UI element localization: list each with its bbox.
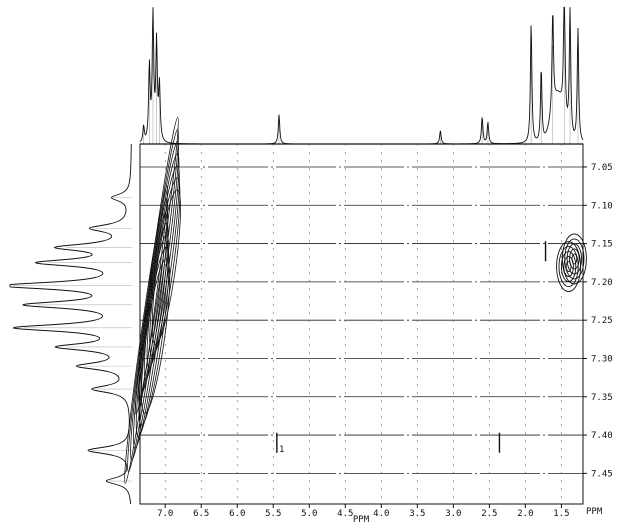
y-axis-ticks: 7.05 7.10 7.15 7.20 7.25 7.30 7.35 7.40 7.45 [583,163,613,479]
y-tick-label: 7.20 [591,278,613,288]
contour-ring [569,248,580,270]
contour-ring [561,233,587,285]
contour-ring [566,243,583,275]
x-tick-label: 5.0 [301,509,317,519]
y-tick-label: 7.25 [591,316,613,326]
y-tick-label: 7.10 [591,201,613,211]
x-tick-label: 3.5 [409,509,425,519]
contour-ring [563,256,574,278]
y-tick-label: 7.15 [591,240,613,250]
x-tick-label: 2.0 [517,509,533,519]
x-tick-label: 2.5 [481,509,497,519]
x-tick-label: 5.5 [265,509,281,519]
annotation-label: 1 [279,445,284,455]
plot-frame [139,143,584,505]
contour-ring [133,222,169,449]
contour-ring [149,177,181,357]
grid [140,144,583,504]
y-tick-label: 7.45 [591,469,613,479]
left-projection-spectrum [9,144,132,504]
contour-ring [146,165,180,369]
x-tick-label: 6.0 [229,509,245,519]
x-tick-label: 1.5 [553,509,569,519]
x-tick-label: 7.0 [157,509,173,519]
x-tick-label: 4.5 [337,509,353,519]
y-tick-label: 7.35 [591,393,613,403]
top-projection-trace [139,6,584,145]
contour-ring [143,153,180,380]
x-axis-ticks: 7.0 6.5 6.0 5.5 5.0 4.5 4.0 3.5 3.0 2.5 2.0 1.5 [157,504,570,519]
y-tick-label: 7.40 [591,431,613,441]
x-tick-label: 6.5 [193,509,209,519]
cross-peaks [124,116,587,484]
corner-ppm-label: PPM [586,507,603,517]
contour-ring [571,253,578,265]
contour-ring [558,246,579,288]
y-tick-label: 7.30 [591,354,613,364]
contour-ring [151,189,181,345]
left-projection-trace [9,144,132,504]
cross-peak-contour [561,233,587,285]
contour-ring [564,238,585,280]
x-tick-label: 4.0 [373,509,389,519]
contour-ring [130,210,169,461]
x-axis-label: PPM [353,515,370,524]
top-projection-spectrum [139,6,584,145]
x-tick-label: 3.0 [445,509,461,519]
y-tick-label: 7.05 [591,163,613,173]
